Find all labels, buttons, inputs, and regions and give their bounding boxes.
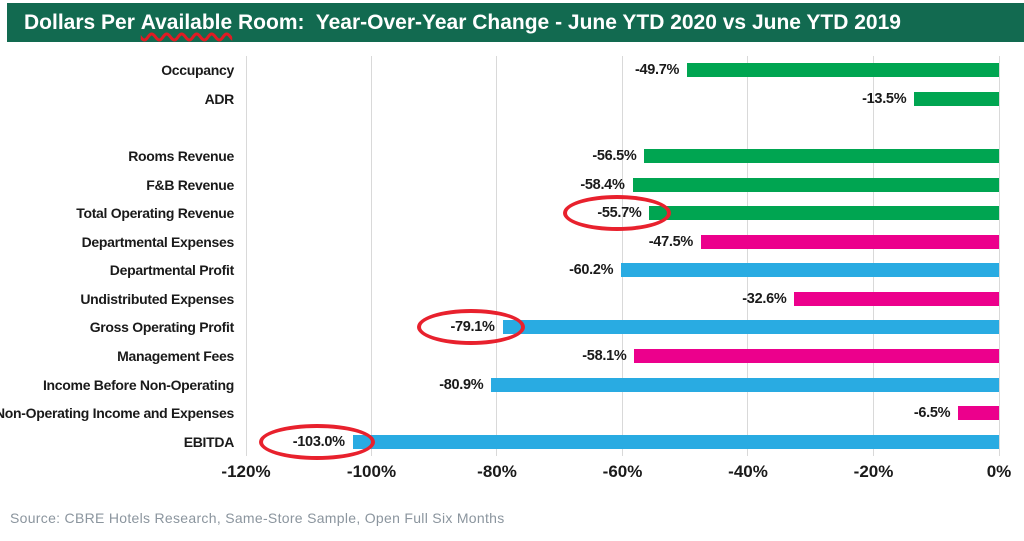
value-label: -49.7% xyxy=(634,62,680,79)
chart-row: Rooms Revenue -56.5% xyxy=(0,142,1024,171)
category-label: Rooms Revenue xyxy=(128,148,234,165)
value-label: -13.5% xyxy=(862,90,907,107)
chart-row: Management Fees -58.1% xyxy=(0,342,1024,371)
x-tick-label: -100% xyxy=(346,462,397,481)
bar xyxy=(649,206,999,221)
value-label: -60.2% xyxy=(569,262,614,279)
chart-row: ADR -13.5% xyxy=(0,85,1024,114)
gridline xyxy=(747,56,749,456)
title-text-pre: Dollars Per xyxy=(24,10,141,34)
title-text-misspelled-word: Available xyxy=(140,10,233,34)
value-label: -80.9% xyxy=(439,376,484,393)
plot-area: -6.5% xyxy=(246,399,999,428)
bar xyxy=(502,320,999,335)
chart-title-bar: Dollars Per Available Room: Year-Over-Ye… xyxy=(7,3,1024,42)
value-label: -58.1% xyxy=(582,348,627,365)
plot-area: -47.5% xyxy=(246,227,999,256)
chart-row: Occupancy -49.7% xyxy=(0,56,1024,85)
gridline-layer xyxy=(245,56,1000,456)
chart-row: Non-Operating Income and Expenses -6.5% xyxy=(0,399,1024,428)
plot-area: -32.6% xyxy=(246,285,999,314)
plot-area: -103.0% xyxy=(246,423,999,460)
chart-row: Total Operating Revenue -55.7% xyxy=(0,195,1024,232)
category-label: Income Before Non-Operating xyxy=(42,376,234,393)
value-label: -32.6% xyxy=(742,290,787,307)
plot-area: -56.5% xyxy=(246,142,999,171)
chart-row: EBITDA -103.0% xyxy=(0,423,1024,460)
gridline xyxy=(370,56,372,456)
plot-area: -49.7% xyxy=(246,56,999,85)
plot-area: -55.7% xyxy=(246,195,999,232)
bar xyxy=(700,234,999,249)
bar xyxy=(687,63,999,78)
category-label: Undistributed Expenses xyxy=(80,290,234,307)
value-label: -56.5% xyxy=(592,148,637,165)
category-label: Management Fees xyxy=(117,348,234,365)
plot-area: -13.5% xyxy=(246,85,999,114)
x-tick-label: -80% xyxy=(477,462,517,481)
x-tick-label: 0% xyxy=(986,462,1012,481)
bar xyxy=(352,434,999,449)
category-label: Occupancy xyxy=(161,62,234,79)
chart-row: F&B Revenue -58.4% xyxy=(0,170,1024,199)
plot-area: -58.1% xyxy=(246,342,999,371)
x-axis: -120% -100% -80% -60% -40% -20% 0% xyxy=(221,462,1011,486)
category-label: EBITDA xyxy=(183,433,235,450)
bar xyxy=(794,291,999,306)
category-label: Total Operating Revenue xyxy=(76,205,234,222)
value-label: -55.7% xyxy=(563,195,672,232)
plot-area: -58.4% xyxy=(246,170,999,199)
chart-row: Income Before Non-Operating -80.9% xyxy=(0,370,1024,399)
bar-chart: Occupancy -49.7% ADR -13.5% Rooms Revenue -56… xyxy=(0,56,1024,460)
category-label: F&B Revenue xyxy=(146,176,234,193)
value-label: -79.1% xyxy=(416,309,525,346)
gridline xyxy=(245,56,247,456)
gridline xyxy=(998,56,1000,456)
title-text-post: Room: Year-Over-Year Change - June YTD 2… xyxy=(232,10,901,34)
plot-area: -80.9% xyxy=(246,370,999,399)
source-note: Source: CBRE Hotels Research, Same-Store… xyxy=(10,510,505,526)
bar xyxy=(958,406,999,421)
bar xyxy=(644,149,999,164)
bar xyxy=(634,349,999,364)
value-label: -58.4% xyxy=(580,176,625,193)
category-label: Departmental Expenses xyxy=(81,233,235,250)
bar xyxy=(621,263,999,278)
x-tick-label: -120% xyxy=(221,462,271,481)
bar xyxy=(914,91,999,106)
chart-row: Undistributed Expenses -32.6% xyxy=(0,285,1024,314)
category-label: Departmental Profit xyxy=(109,262,235,279)
category-label: Gross Operating Profit xyxy=(89,319,235,336)
gridline xyxy=(496,56,498,456)
spacer-row xyxy=(0,113,1024,142)
chart-row: Departmental Profit -60.2% xyxy=(0,256,1024,285)
category-label: ADR xyxy=(204,90,235,107)
gridline xyxy=(622,56,623,456)
x-tick-label: -40% xyxy=(728,462,768,481)
x-tick-label: -20% xyxy=(853,462,894,481)
value-label: -47.5% xyxy=(648,233,693,250)
gridline xyxy=(873,56,874,456)
category-label: Non-Operating Income and Expenses xyxy=(0,405,234,422)
bar xyxy=(632,177,999,192)
value-label: -6.5% xyxy=(913,405,951,422)
x-tick-label: -60% xyxy=(602,462,643,481)
bar xyxy=(491,377,999,392)
chart-row: Departmental Expenses -47.5% xyxy=(0,227,1024,256)
chart-row: Gross Operating Profit -79.1% xyxy=(0,309,1024,346)
plot-area: -79.1% xyxy=(246,309,999,346)
plot-area: -60.2% xyxy=(246,256,999,285)
value-label: -103.0% xyxy=(258,423,375,460)
